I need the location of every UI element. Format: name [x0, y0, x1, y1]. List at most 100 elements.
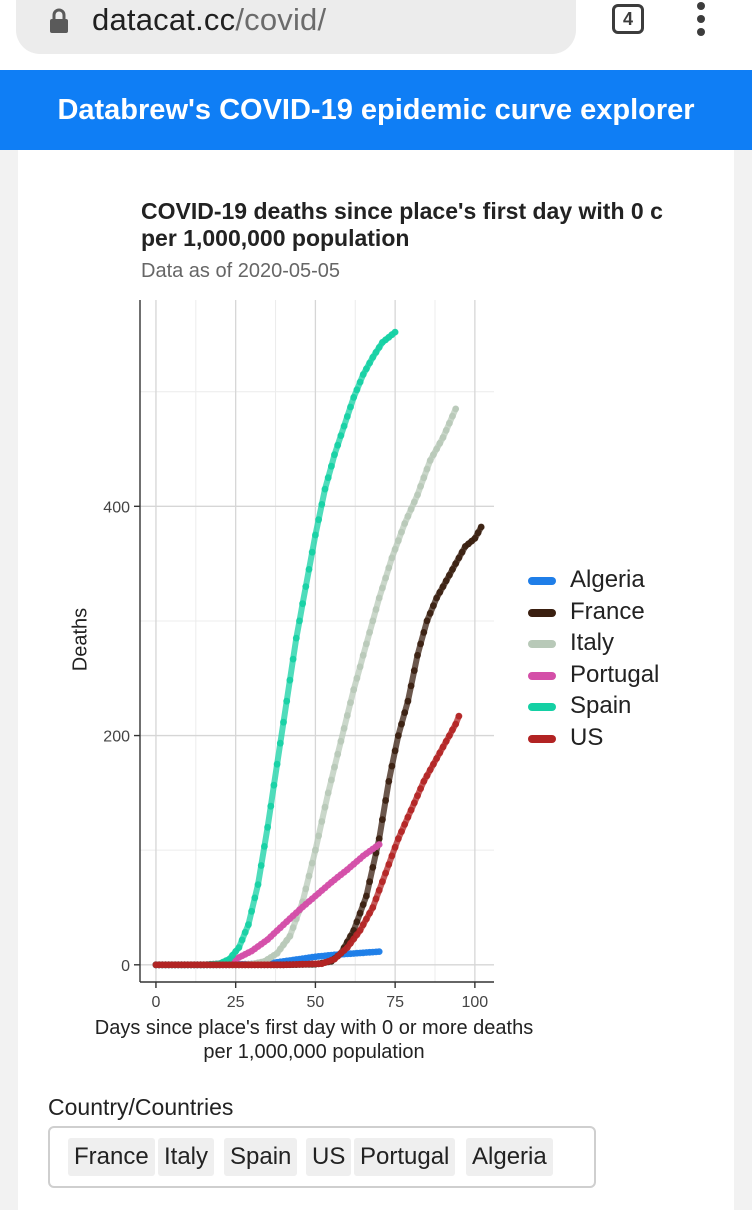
data-point [356, 378, 364, 386]
data-point [442, 577, 450, 585]
data-point [391, 328, 399, 336]
data-point [251, 894, 259, 902]
data-point [302, 885, 310, 893]
data-point [334, 750, 342, 758]
data-point [334, 441, 342, 449]
data-point [433, 594, 440, 602]
legend-swatch [528, 735, 556, 743]
x-axis-label: Days since place's first day with 0 or m… [60, 1016, 568, 1064]
data-point [363, 640, 370, 648]
country-chip-us[interactable]: US [306, 1138, 352, 1176]
data-point [369, 617, 377, 625]
data-point [254, 881, 262, 888]
data-point [363, 365, 370, 373]
data-point [417, 482, 424, 490]
data-point [439, 743, 447, 751]
data-point [315, 832, 322, 840]
country-chip-algeria[interactable]: Algeria [466, 1138, 553, 1176]
legend-label: Portugal [570, 660, 660, 688]
data-point [343, 413, 351, 420]
data-point [430, 451, 437, 459]
data-point [302, 583, 310, 590]
data-point [458, 548, 466, 556]
data-point [289, 924, 297, 931]
data-point [430, 760, 437, 768]
data-point [410, 498, 418, 506]
data-point [391, 747, 399, 755]
data-point [379, 878, 386, 886]
data-point [372, 606, 380, 613]
y-axis-label: Deaths [69, 607, 92, 672]
chart-axes: 0 25 50 75 100 0 200 400 [103, 300, 494, 1011]
data-point [238, 936, 246, 944]
data-point [446, 571, 453, 579]
data-point [273, 760, 281, 768]
data-point [430, 602, 437, 610]
y-tick-label: 200 [103, 729, 130, 746]
x-axis-label-line1: Days since place's first day with 0 or m… [94, 1017, 534, 1039]
data-point [324, 789, 332, 797]
x-tick-label: 75 [386, 994, 404, 1011]
data-point [394, 835, 402, 843]
legend-label: US [570, 724, 604, 751]
url-text[interactable]: datacat.cc/covid/ [92, 0, 326, 40]
chart-title-line2: per 1,000,000 population [141, 225, 410, 251]
data-point [449, 726, 456, 734]
data-point [404, 697, 412, 705]
data-point [385, 564, 393, 572]
data-point [359, 901, 367, 908]
data-point [270, 781, 278, 789]
data-point [321, 485, 329, 493]
data-point [394, 537, 402, 545]
data-point [375, 835, 383, 843]
y-tick-label: 0 [121, 958, 130, 975]
data-point [356, 927, 364, 934]
data-point [442, 737, 450, 745]
data-point [286, 932, 294, 940]
data-point [347, 699, 354, 706]
data-point [474, 529, 482, 537]
data-point [379, 816, 386, 823]
data-point [426, 457, 434, 464]
data-point [401, 709, 409, 716]
country-chip-italy[interactable]: Italy [158, 1138, 215, 1176]
legend-swatch [528, 671, 556, 680]
data-point [372, 895, 380, 903]
data-point [398, 720, 405, 728]
data-point [471, 535, 479, 542]
data-point [407, 682, 415, 690]
data-point [439, 583, 447, 590]
data-point [426, 766, 434, 774]
legend-swatch [528, 608, 556, 617]
legend-label: Algeria [570, 566, 645, 593]
data-point [296, 617, 303, 625]
country-chip-spain[interactable]: Spain [224, 1138, 298, 1176]
country-chip-portugal[interactable]: Portugal [354, 1138, 456, 1176]
data-point [420, 629, 428, 636]
tab-switcher-button[interactable]: 4 [612, 4, 644, 34]
data-point [410, 799, 418, 807]
data-point [385, 861, 393, 868]
country-chip-france[interactable]: France [68, 1138, 155, 1176]
country-selector[interactable]: France Italy Spain US Portugal Algeria [48, 1126, 596, 1188]
overflow-menu-icon[interactable] [690, 2, 712, 38]
address-bar[interactable] [16, 0, 576, 54]
data-point [366, 629, 373, 636]
data-point [391, 843, 399, 851]
data-point [312, 846, 319, 854]
data-point [452, 720, 460, 728]
chart-subtitle: Data as of 2020-05-05 [141, 260, 341, 282]
data-point [235, 944, 243, 951]
data-point [356, 663, 364, 671]
chart-title-line1: COVID-19 deaths since place's first day … [141, 198, 663, 224]
data-point [305, 872, 313, 880]
data-point [420, 474, 428, 482]
data-point [328, 776, 335, 784]
data-point [379, 584, 386, 592]
data-point [359, 921, 367, 929]
data-point [308, 859, 316, 867]
data-point [423, 465, 431, 473]
data-point [442, 427, 450, 434]
y-tick-label: 400 [103, 499, 130, 516]
